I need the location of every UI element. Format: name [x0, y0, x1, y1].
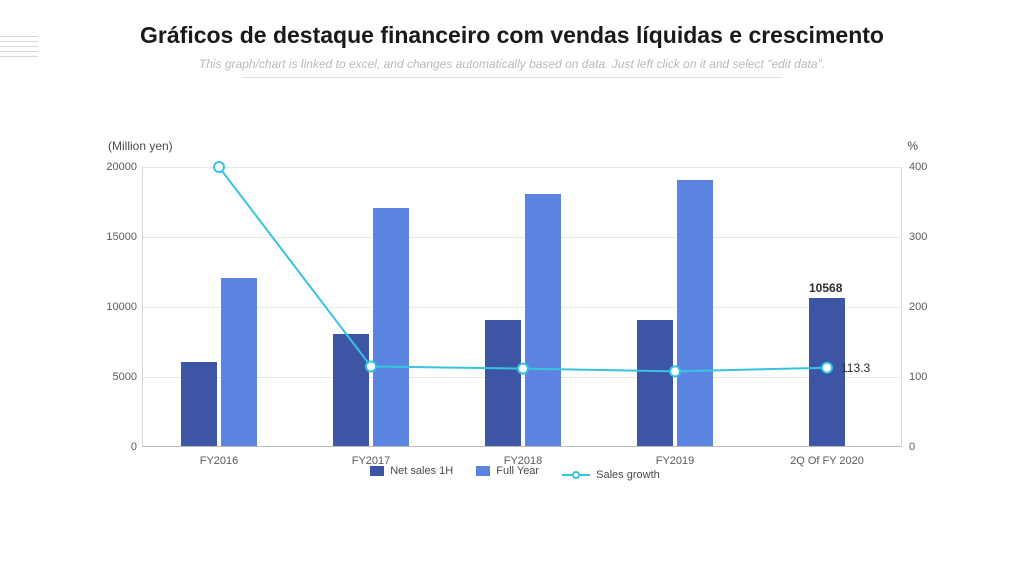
plot-area: 050001000015000200000100200300400FY2016F… [142, 167, 902, 447]
sales-growth-line [143, 167, 901, 446]
legend-swatch-icon [370, 466, 384, 476]
page-title: Gráficos de destaque financeiro com vend… [0, 0, 1024, 49]
y-left-unit: (Million yen) [108, 139, 173, 153]
page-subtitle: This graph/chart is linked to excel, and… [0, 57, 1024, 71]
y-right-tick-label: 400 [909, 161, 949, 173]
y-right-unit: % [907, 139, 918, 153]
legend-line-icon [562, 471, 590, 479]
y-right-tick-label: 100 [909, 371, 949, 383]
legend-label: Sales growth [596, 469, 660, 481]
line-value-callout: 113.3 [841, 361, 870, 375]
y-right-tick-label: 0 [909, 441, 949, 453]
financial-chart: (Million yen) % 050001000015000200000100… [80, 135, 950, 485]
legend-item-full-year: Full Year [476, 465, 539, 477]
y-left-tick-label: 0 [83, 441, 137, 453]
legend-label: Net sales 1H [390, 465, 453, 477]
subtitle-underline [242, 77, 782, 78]
y-left-tick-label: 20000 [83, 161, 137, 173]
legend-label: Full Year [496, 465, 539, 477]
decorative-lines [0, 36, 38, 58]
legend-item-net-sales: Net sales 1H [370, 465, 453, 477]
y-left-tick-label: 15000 [83, 231, 137, 243]
y-right-tick-label: 300 [909, 231, 949, 243]
bar-value-callout: 10568 [809, 281, 842, 295]
legend-item-sales-growth: Sales growth [562, 469, 660, 481]
legend-swatch-icon [476, 466, 490, 476]
legend: Net sales 1H Full Year Sales growth [80, 465, 950, 481]
y-left-tick-label: 5000 [83, 371, 137, 383]
y-left-tick-label: 10000 [83, 301, 137, 313]
y-right-tick-label: 200 [909, 301, 949, 313]
